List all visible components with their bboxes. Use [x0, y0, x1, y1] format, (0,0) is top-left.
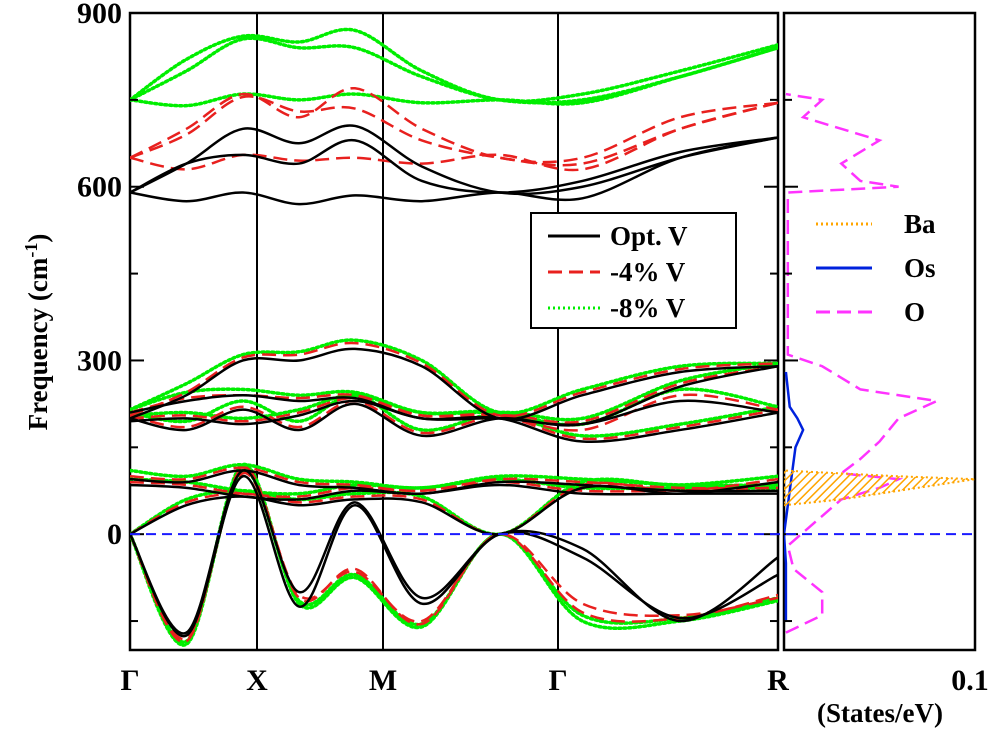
dos-panel [782, 11, 977, 652]
y-axis-title: Frequency (cm-1) [21, 234, 53, 431]
dos-curve-ba [784, 469, 975, 507]
y-tick-label: 600 [77, 171, 122, 204]
band-line [130, 136, 778, 206]
band-line [130, 472, 778, 641]
legend-label: Opt. V [610, 221, 688, 251]
band-line [130, 365, 778, 438]
dos-legend-label: Ba [904, 209, 936, 239]
band-line [130, 396, 778, 441]
band-structure-panel: Γ X M Γ R 0 300 600 900 [77, 0, 789, 697]
k-point-label: M [369, 664, 397, 697]
band-line [130, 338, 778, 416]
band-legend: Opt. V -4% V -8% V [530, 212, 737, 329]
band-line [130, 124, 778, 196]
band-plot-frame [128, 11, 780, 652]
band-line [130, 393, 778, 438]
y-tick-label: 300 [77, 344, 122, 377]
dos-curve-o [785, 92, 942, 634]
dos-x-axis-title: (States/eV) [817, 698, 943, 728]
dos-curve-os [784, 371, 805, 622]
band-line [130, 341, 778, 418]
band-line [130, 483, 778, 501]
band-line [130, 87, 778, 164]
band-line [130, 480, 778, 499]
band-line [130, 36, 778, 105]
band-line [130, 27, 778, 103]
band-line [130, 480, 778, 536]
dos-legend-label: O [904, 297, 925, 327]
legend-label: -4% V [610, 257, 686, 287]
dos-legend: Ba Os O [816, 209, 936, 327]
dos-legend-label: Os [904, 253, 936, 283]
band-line [130, 466, 778, 493]
band-line [130, 347, 778, 421]
band-line [130, 365, 778, 435]
k-point-label: R [767, 664, 789, 697]
y-tick-label: 900 [77, 0, 122, 30]
k-point-label: Γ [548, 664, 567, 697]
dos-plot-frame [782, 11, 977, 652]
dos-xtick-label: 0.1 [951, 664, 989, 697]
band-legend-box [530, 212, 737, 329]
band-line [130, 101, 778, 172]
band-line [130, 399, 778, 444]
band-line [130, 477, 778, 536]
band-line [130, 95, 778, 167]
k-point-label: Γ [120, 664, 139, 697]
band-line [130, 136, 778, 194]
band-line [130, 475, 778, 638]
y-tick-label: 0 [107, 518, 122, 551]
band-line [130, 361, 778, 432]
k-point-label: X [246, 664, 268, 697]
legend-label: -8% V [610, 293, 686, 323]
